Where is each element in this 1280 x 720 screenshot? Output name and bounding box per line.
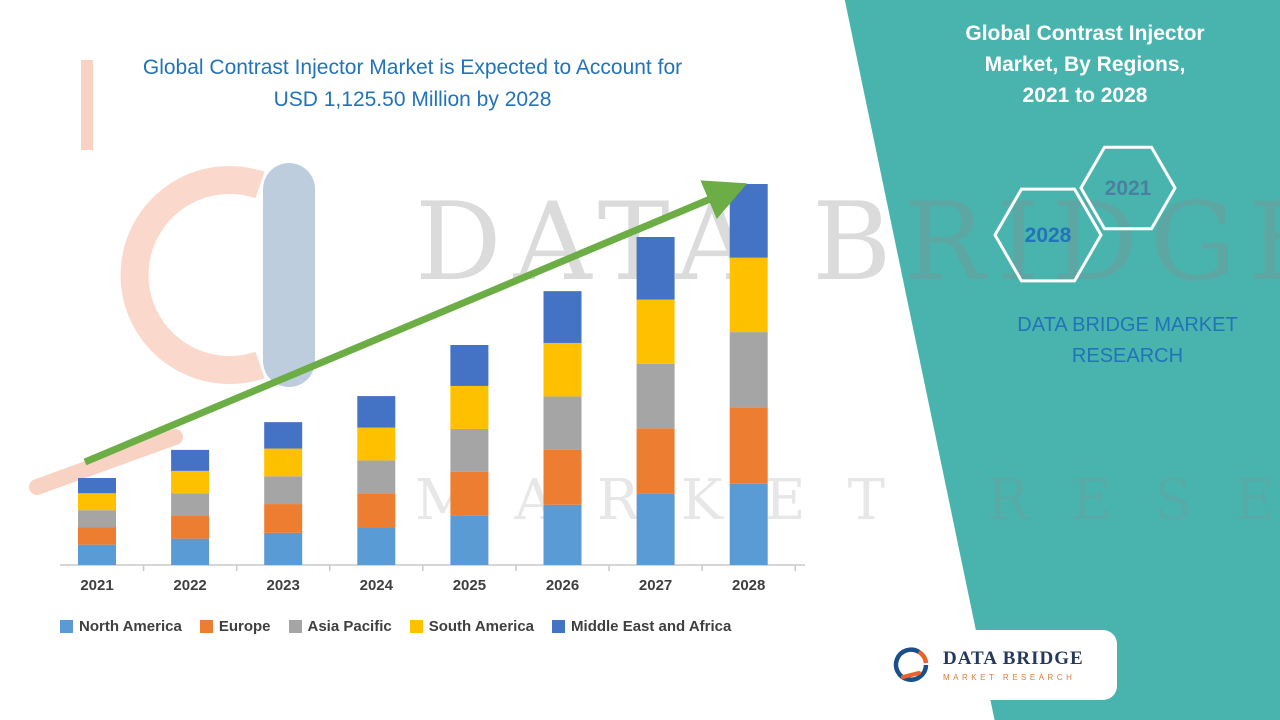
- bar-segment: [357, 396, 396, 428]
- bar-segment: [543, 342, 582, 397]
- bar-segment: [450, 385, 489, 429]
- bar-segment: [450, 428, 489, 472]
- legend-label: Middle East and Africa: [571, 618, 732, 635]
- year-label: 2027: [639, 577, 672, 594]
- year-label: 2021: [80, 577, 113, 594]
- chart-legend: North America Europe Asia Pacific South Ame…: [60, 618, 840, 635]
- stacked-bar-chart: 2021 2022 2023 2024 2025 2026 2027 2028: [60, 184, 805, 594]
- side-title-line2: Market, By Regions,: [984, 53, 1186, 76]
- chart-title: Global Contrast Injector Market is Expec…: [55, 52, 770, 116]
- bar-segment: [357, 427, 396, 461]
- chart-title-line2: USD 1,125.50 Million by 2028: [273, 88, 552, 111]
- bar-segment: [729, 332, 768, 408]
- bar-segment: [636, 299, 675, 364]
- year-label: 2023: [267, 577, 300, 594]
- legend-swatch: [409, 620, 423, 633]
- data-bridge-logo-icon: [893, 647, 929, 682]
- legend-label: South America: [428, 618, 535, 635]
- logo-tagline: MARKET RESEARCH: [943, 673, 1076, 682]
- hexagon-year-badges: 2028 2021: [993, 145, 1177, 283]
- year-label: 2025: [453, 577, 486, 594]
- bar-segment: [171, 449, 210, 471]
- bar-segment: [264, 422, 303, 449]
- legend-swatch: [288, 620, 302, 633]
- bar-segment: [264, 448, 303, 477]
- bar-segment: [78, 478, 116, 494]
- brand-text-line1: DATA BRIDGE MARKET: [1017, 314, 1238, 336]
- legend-label: Asia Pacific: [307, 618, 392, 635]
- bar-segment: [264, 476, 303, 505]
- hexagon-2021-label: 2021: [1105, 177, 1152, 200]
- bar-segment: [729, 257, 768, 333]
- brand-text: DATA BRIDGE MARKET RESEARCH: [985, 310, 1270, 372]
- legend-label: North America: [79, 618, 182, 635]
- legend-swatch: [552, 620, 566, 633]
- bar-segment: [171, 470, 210, 494]
- bar-segment: [357, 460, 396, 494]
- legend-item: Middle East and Africa: [552, 618, 731, 635]
- legend-swatch: [60, 620, 73, 633]
- bar-segment: [450, 344, 489, 386]
- logo-text-block: DATA BRIDGE MARKET RESEARCH: [943, 648, 1084, 682]
- data-bridge-logo-card: DATA BRIDGE MARKET RESEARCH: [875, 630, 1117, 700]
- bar-segment: [78, 544, 116, 565]
- legend-item: Europe: [199, 618, 271, 635]
- bar-segment: [729, 184, 768, 258]
- bar-segment: [78, 510, 116, 528]
- bar-segment: [264, 532, 303, 565]
- bar-segment: [357, 527, 396, 565]
- bar-segment: [729, 407, 768, 484]
- legend-item: North America: [60, 618, 182, 635]
- bar-segment: [636, 428, 675, 494]
- side-panel-title: Global Contrast Injector Market, By Regi…: [920, 18, 1250, 111]
- bar-segment: [543, 291, 582, 343]
- bar-segment: [636, 363, 675, 429]
- bar-segment: [171, 493, 210, 516]
- bar-segment: [543, 396, 582, 450]
- year-label: 2022: [173, 577, 206, 594]
- bar-segment: [636, 493, 675, 565]
- legend-item: South America: [409, 618, 535, 635]
- brand-text-line2: RESEARCH: [1071, 345, 1184, 367]
- bar-segment: [636, 236, 675, 300]
- legend-label: Europe: [218, 618, 271, 635]
- bar-segment: [171, 515, 210, 539]
- hexagon-2021-icon: [1079, 145, 1177, 231]
- bar-segment: [171, 538, 210, 565]
- bar-segment: [543, 449, 582, 505]
- legend-swatch: [199, 620, 213, 633]
- year-label: 2024: [360, 577, 394, 594]
- year-label: 2026: [546, 577, 579, 594]
- bar-segment: [450, 515, 489, 565]
- legend-item: Asia Pacific: [288, 618, 392, 635]
- logo-name: DATA BRIDGE: [943, 648, 1084, 669]
- bar-segment: [357, 493, 396, 528]
- hexagon-2028-label: 2028: [1025, 224, 1072, 247]
- bar-segment: [543, 504, 582, 565]
- bar-segment: [264, 504, 303, 533]
- bar-segment: [78, 527, 116, 545]
- bar-segment: [729, 483, 768, 565]
- bar-segment: [78, 493, 116, 511]
- year-label: 2028: [732, 577, 765, 594]
- side-title-line1: Global Contrast Injector: [965, 22, 1205, 45]
- chart-title-line1: Global Contrast Injector Market is Expec…: [142, 56, 683, 79]
- side-title-line3: 2021 to 2028: [1022, 84, 1148, 107]
- bar-segment: [450, 471, 489, 516]
- hexagon-2028-icon: [993, 187, 1103, 283]
